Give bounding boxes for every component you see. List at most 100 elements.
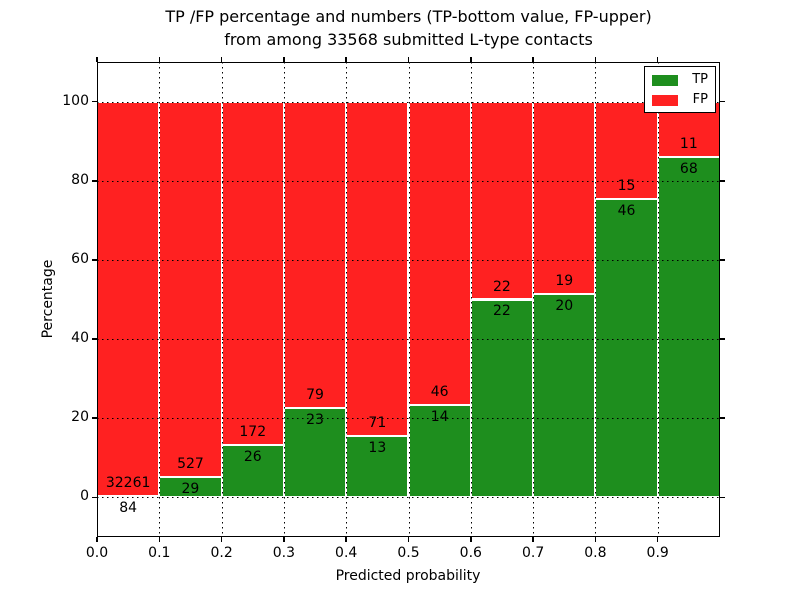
x-tick-label: 0.8 xyxy=(584,545,607,561)
bar-count-label-tp: 23 xyxy=(306,412,324,429)
bar-segment-fp xyxy=(533,101,596,295)
bar-count-label-fp: 46 xyxy=(430,384,449,401)
y-tick-mark xyxy=(92,259,97,261)
tp-swatch-icon xyxy=(652,74,678,86)
bar-segment-tp xyxy=(346,436,409,498)
x-tick-mark xyxy=(345,537,347,542)
y-tick-label: 80 xyxy=(71,171,89,188)
bar-count-label-tp: 14 xyxy=(430,409,449,425)
y-tick-mark-right xyxy=(720,179,725,182)
x-tick-mark-top xyxy=(407,57,410,62)
x-tick-mark-top xyxy=(220,57,223,62)
y-tick-label: 20 xyxy=(71,409,89,426)
bar-segment-tp xyxy=(657,156,720,498)
bar-count-label-fp: 15 xyxy=(617,177,636,194)
x-tick-mark xyxy=(96,537,98,542)
x-tick-mark-top xyxy=(532,57,534,62)
legend: TP FP xyxy=(644,66,716,113)
gridline-vertical xyxy=(595,62,597,537)
bar-segment-fp xyxy=(221,101,284,446)
gridline-vertical xyxy=(221,62,223,537)
bar-count-label-tp: 20 xyxy=(555,298,574,315)
y-tick-mark-right xyxy=(720,338,725,340)
y-tick-label: 60 xyxy=(71,250,89,267)
x-tick-mark-top xyxy=(158,57,161,62)
x-tick-mark-top xyxy=(345,57,347,62)
y-tick-mark-right xyxy=(720,100,725,103)
bar-count-label-fp: 527 xyxy=(177,455,204,472)
x-tick-mark xyxy=(594,537,597,542)
y-tick-mark xyxy=(92,179,97,182)
y-tick-mark xyxy=(92,100,97,103)
bar-segment-tp xyxy=(533,294,596,498)
bar-count-label-fp: 22 xyxy=(493,278,511,295)
gridline-vertical xyxy=(159,62,161,537)
x-tick-label: 0.4 xyxy=(335,545,358,561)
x-tick-label: 0.0 xyxy=(85,545,109,561)
legend-entry-tp: TP xyxy=(652,73,708,87)
gridline-vertical xyxy=(346,62,348,537)
y-tick-label: 0 xyxy=(80,488,89,505)
gridline-vertical xyxy=(533,62,535,537)
fp-swatch-icon xyxy=(652,94,678,106)
bar-count-label-fp: 11 xyxy=(679,135,698,152)
y-tick-mark xyxy=(92,496,97,499)
x-axis-title: Predicted probability xyxy=(335,568,481,584)
y-tick-mark-right xyxy=(720,496,725,499)
gridline-vertical xyxy=(657,62,659,537)
x-tick-label: 0.5 xyxy=(397,545,420,561)
bar-count-label-fp: 32261 xyxy=(105,475,151,492)
x-tick-mark-top xyxy=(283,57,285,62)
x-tick-mark-top xyxy=(656,57,659,62)
bar-segment-fp xyxy=(408,101,471,406)
y-tick-mark-right xyxy=(720,417,725,420)
bar-segment-fp xyxy=(159,101,222,477)
y-tick-mark xyxy=(92,338,97,340)
y-tick-label: 40 xyxy=(71,330,89,347)
x-tick-label: 0.7 xyxy=(521,545,545,561)
x-tick-mark xyxy=(220,537,223,542)
bar-segment-fp xyxy=(97,101,160,497)
x-tick-mark-top xyxy=(96,57,98,62)
chart-title-line2: from among 33568 submitted L-type contac… xyxy=(224,30,593,49)
x-tick-mark-top xyxy=(470,57,472,62)
bar-segment-fp xyxy=(470,101,534,300)
chart-title-line1: TP /FP percentage and numbers (TP-bottom… xyxy=(165,7,652,26)
x-tick-label: 0.1 xyxy=(148,545,171,561)
x-tick-label: 0.2 xyxy=(210,545,233,561)
x-tick-label: 0.9 xyxy=(646,545,669,561)
x-tick-mark xyxy=(158,537,161,542)
x-tick-mark-top xyxy=(594,57,597,62)
bar-count-label-tp: 84 xyxy=(119,500,138,517)
legend-entry-fp: FP xyxy=(652,93,708,107)
legend-label-fp: FP xyxy=(692,92,708,107)
bar-count-label-tp: 22 xyxy=(493,303,511,320)
x-tick-label: 0.3 xyxy=(272,545,296,561)
bar-segment-tp xyxy=(595,198,658,498)
gridline-vertical xyxy=(408,62,410,537)
bar-segment-fp xyxy=(346,101,409,437)
y-tick-mark-right xyxy=(720,259,725,261)
x-tick-mark xyxy=(470,537,472,542)
bar-count-label-fp: 172 xyxy=(239,424,267,441)
bar-count-label-fp: 19 xyxy=(555,273,574,290)
bar-count-label-tp: 68 xyxy=(679,160,698,177)
bar-count-label-fp: 71 xyxy=(368,415,387,432)
y-tick-label: 100 xyxy=(62,92,89,109)
bar-segment-tp xyxy=(470,299,534,498)
bar-segment-tp xyxy=(283,408,347,498)
bar-count-label-tp: 46 xyxy=(617,202,636,219)
x-tick-mark xyxy=(283,537,285,542)
y-axis-title: Percentage xyxy=(40,259,56,339)
bar-segment-fp xyxy=(283,101,347,409)
gridline-vertical xyxy=(470,62,472,537)
x-tick-mark xyxy=(656,537,659,542)
x-tick-label: 0.6 xyxy=(459,545,482,561)
bar-count-label-tp: 13 xyxy=(368,440,387,457)
bar-count-label-fp: 79 xyxy=(306,387,324,404)
x-tick-mark xyxy=(407,537,410,542)
x-tick-mark xyxy=(532,537,534,542)
plot-area: TP FP Predicted probability Percentage 3… xyxy=(40,57,725,584)
bar-segment-fp xyxy=(595,101,658,199)
